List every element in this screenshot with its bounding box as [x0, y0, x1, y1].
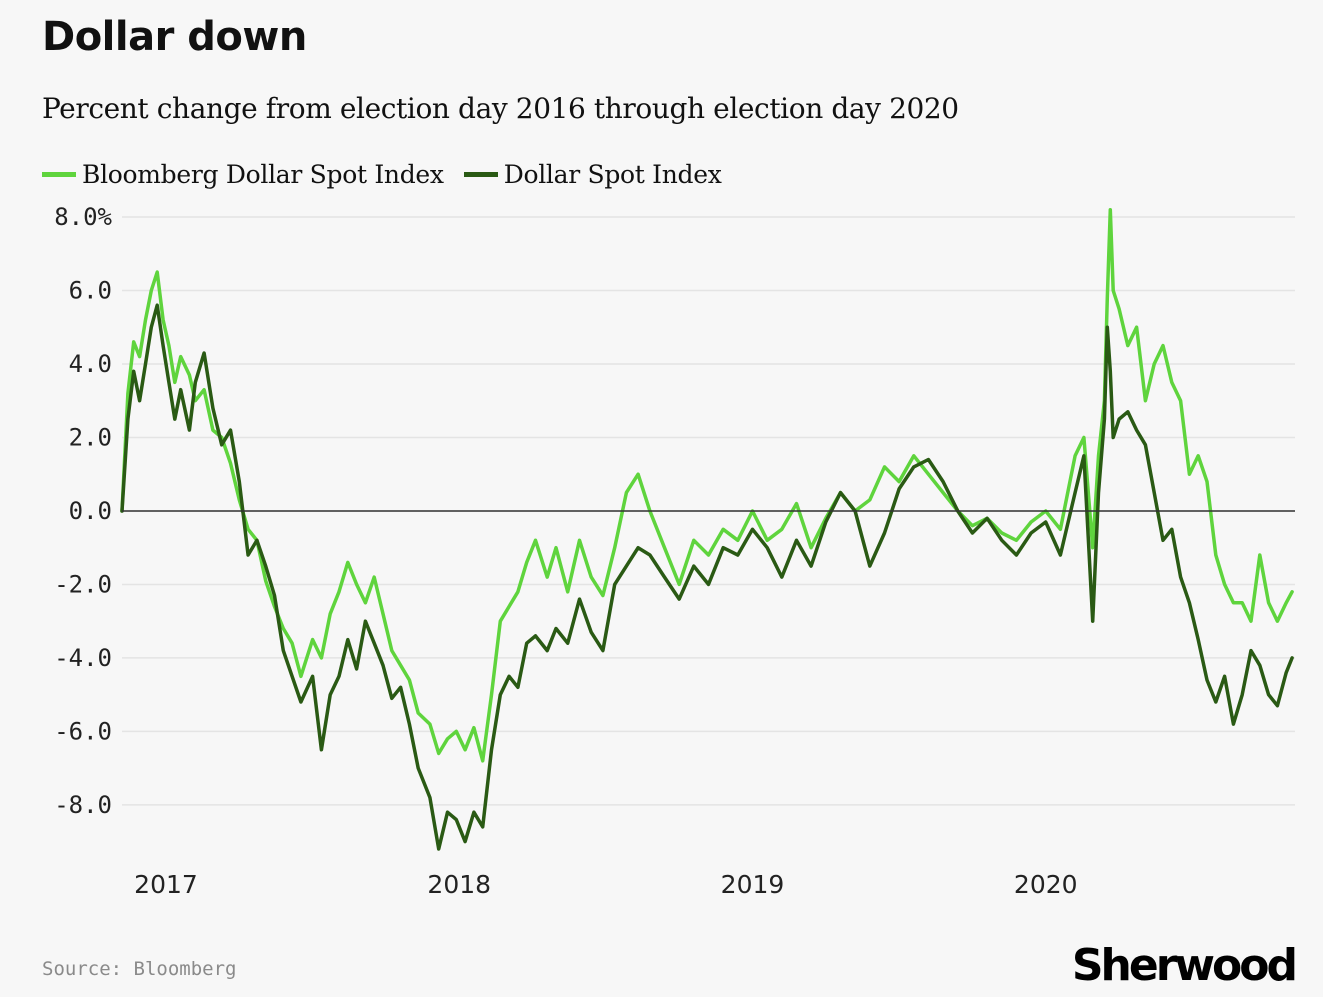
source-note: Source: Bloomberg [42, 958, 237, 980]
chart-title: Dollar down [42, 14, 307, 60]
x-tick-label: 2017 [134, 870, 198, 899]
y-tick-label: -8.0 [54, 791, 112, 819]
legend-swatch-light-green [42, 171, 76, 177]
series-lines [120, 207, 1295, 851]
x-tick-label: 2019 [721, 870, 785, 899]
series-line-dollar-spot-index [120, 303, 1294, 851]
y-tick-label: -6.0 [54, 717, 112, 745]
x-axis-ticks: 2017 2018 2019 2020 [134, 870, 1077, 899]
series-line-bloomberg-dollar-spot-index [120, 207, 1294, 763]
y-tick-label: 4.0 [69, 350, 112, 378]
legend-swatch-dark-green [463, 171, 498, 177]
legend-item-dollar-spot-index: Dollar Spot Index [463, 159, 722, 189]
chart-subtitle: Percent change from election day 2016 th… [42, 92, 959, 125]
y-tick-label: -4.0 [54, 644, 112, 672]
x-tick-label: 2020 [1014, 870, 1078, 899]
legend-label: Dollar Spot Index [503, 159, 722, 189]
y-axis-ticks: 8.0% 6.0 4.0 2.0 0.0 -2.0 -4.0 -6.0 -8.0 [54, 203, 112, 819]
chart-legend: Bloomberg Dollar Spot Index Dollar Spot … [42, 156, 742, 192]
y-tick-label: 8.0% [54, 203, 112, 231]
y-tick-label: -2.0 [54, 570, 112, 598]
y-tick-label: 2.0 [69, 423, 112, 451]
y-tick-label: 6.0 [69, 277, 112, 305]
y-tick-label: 0.0 [69, 497, 112, 525]
legend-label: Bloomberg Dollar Spot Index [82, 159, 444, 189]
legend-item-bloomberg-dollar-spot-index: Bloomberg Dollar Spot Index [42, 160, 444, 189]
brand-logo: Sherwood [1071, 940, 1298, 991]
x-tick-label: 2018 [427, 870, 491, 899]
